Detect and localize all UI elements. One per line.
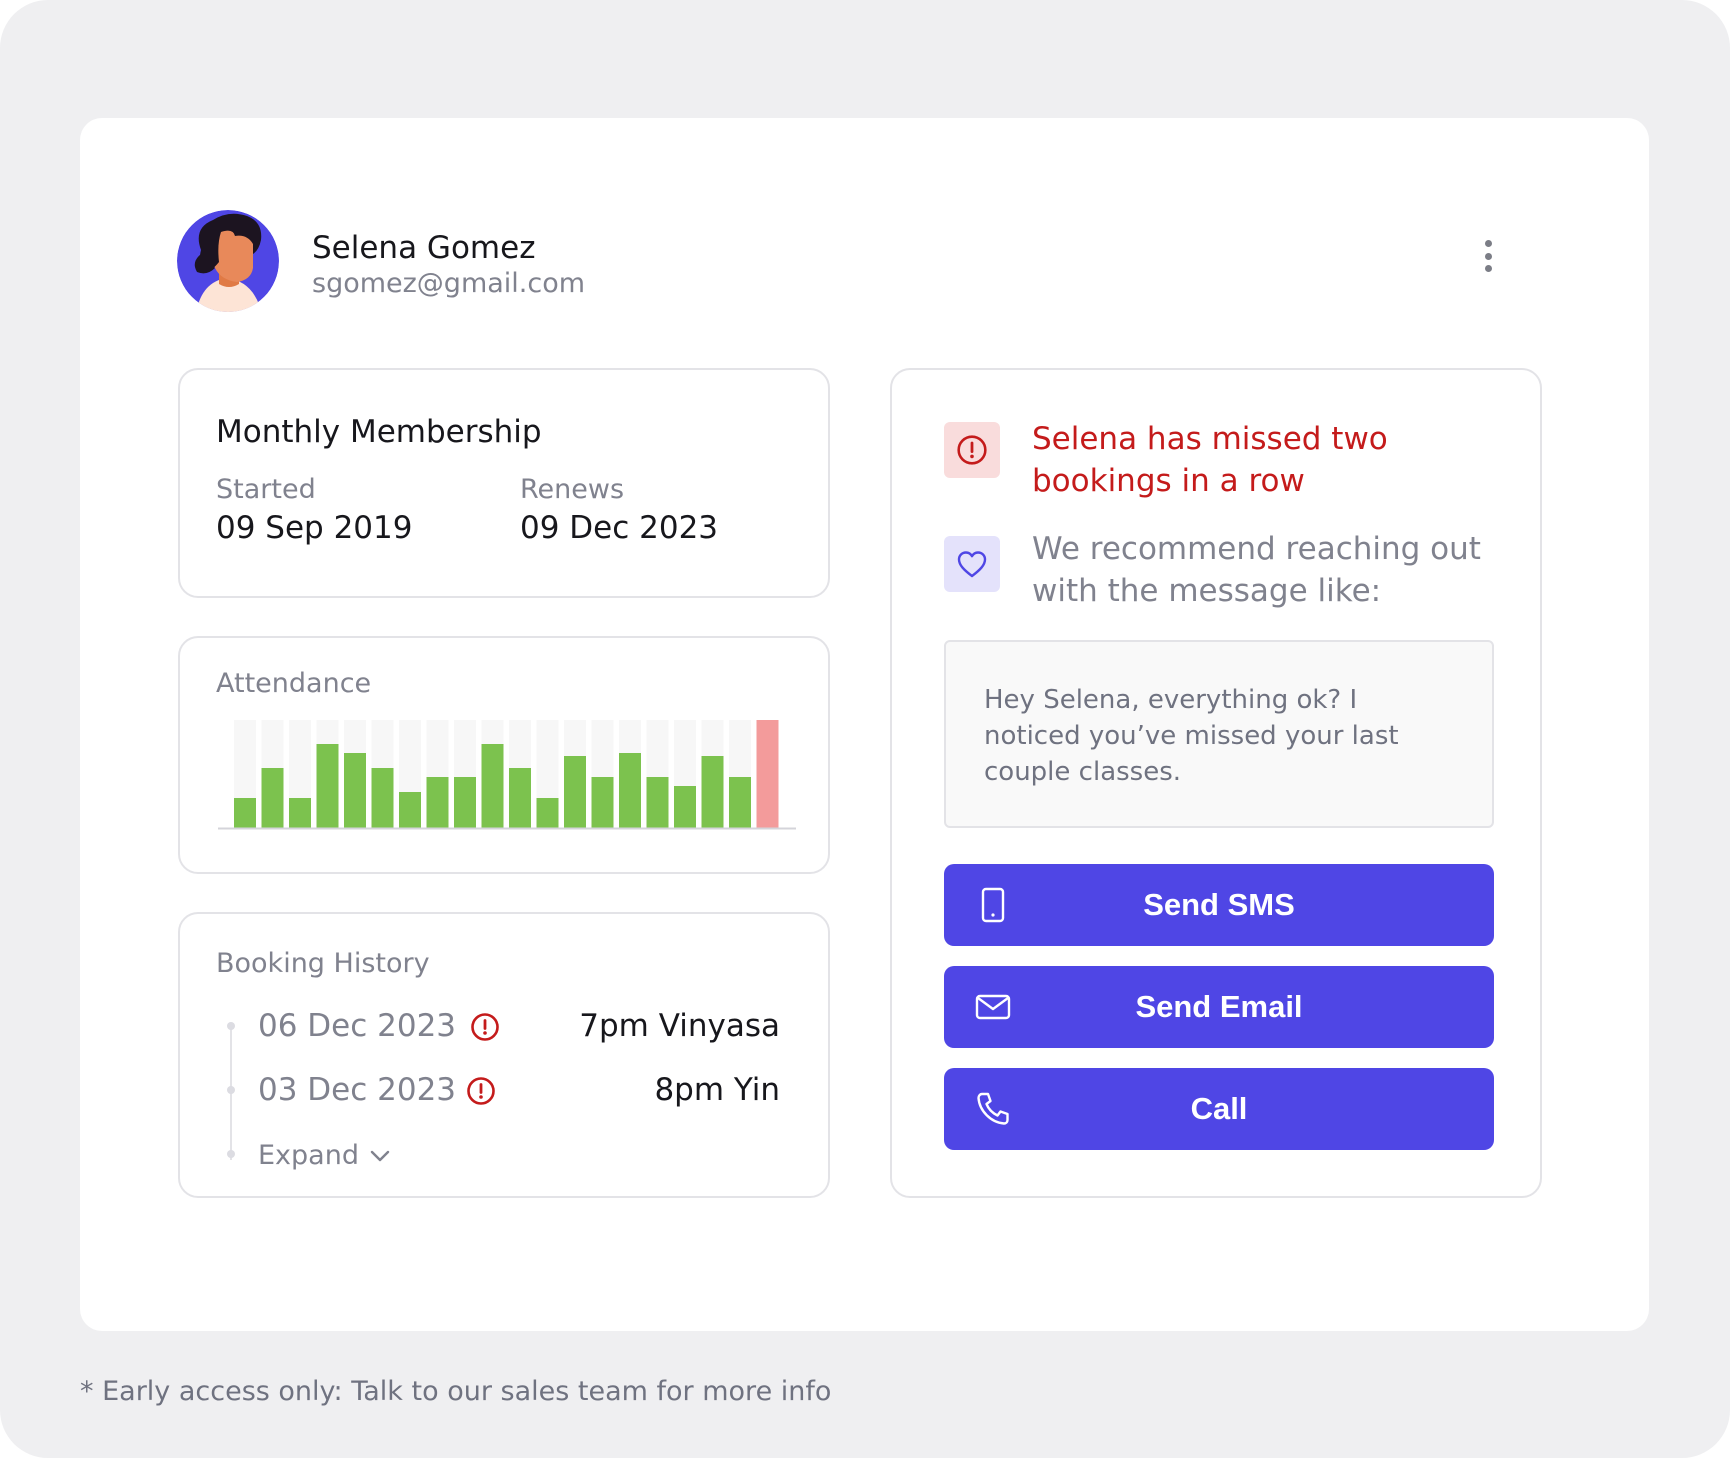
attendance-bar	[591, 777, 614, 828]
send-email-label: Send Email	[1135, 989, 1303, 1024]
attendance-bar	[399, 792, 421, 828]
started-value: 09 Sep 2019	[216, 510, 413, 546]
attendance-bar-missed	[756, 720, 779, 828]
timeline-dot	[227, 1022, 235, 1030]
attendance-panel: Attendance	[178, 636, 830, 874]
expand-label: Expand	[258, 1140, 359, 1171]
attendance-bar	[371, 768, 394, 828]
member-name: Selena Gomez	[312, 230, 536, 266]
booking-history-title: Booking History	[216, 948, 430, 979]
member-email: sgomez@gmail.com	[312, 268, 586, 299]
timeline-dot	[227, 1086, 235, 1094]
attendance-bar	[701, 756, 724, 828]
membership-title: Monthly Membership	[216, 414, 542, 450]
recommend-icon-box	[944, 536, 1000, 592]
outreach-panel: Selena has missed two bookings in a row …	[890, 368, 1542, 1198]
attendance-bar	[289, 798, 311, 828]
more-options-icon[interactable]	[1476, 238, 1500, 274]
call-button[interactable]: Call	[944, 1068, 1494, 1150]
attendance-bar	[261, 768, 284, 828]
envelope-icon	[975, 994, 1011, 1020]
attendance-bar	[564, 756, 586, 828]
phone-device-icon	[981, 887, 1005, 923]
attendance-chart	[218, 720, 796, 830]
early-access-footnote: * Early access only: Talk to our sales t…	[80, 1376, 832, 1407]
attendance-bar	[426, 777, 449, 828]
send-sms-label: Send SMS	[1143, 887, 1295, 922]
alert-icon-box	[944, 422, 1000, 478]
attendance-bar	[509, 768, 531, 828]
chevron-down-icon	[370, 1150, 390, 1161]
missed-warning-icon	[467, 1077, 495, 1105]
attendance-bar	[344, 753, 366, 828]
expand-button[interactable]: Expand	[258, 1140, 391, 1171]
attendance-bar	[536, 798, 559, 828]
booking-class: 7pm Vinyasa	[579, 1008, 780, 1044]
attendance-bar	[481, 744, 504, 828]
renews-value: 09 Dec 2023	[520, 510, 719, 546]
started-label: Started	[216, 474, 316, 505]
heart-icon	[957, 551, 987, 578]
avatar	[177, 210, 279, 312]
missed-bookings-alert: Selena has missed two bookings in a row	[1032, 421, 1388, 499]
attendance-bar	[674, 786, 696, 828]
attendance-title: Attendance	[216, 668, 372, 699]
attendance-bar	[646, 777, 669, 828]
booking-class: 8pm Yin	[654, 1072, 780, 1108]
suggested-message[interactable]: Hey Selena, everything ok? I noticed you…	[944, 640, 1494, 828]
renews-label: Renews	[520, 474, 625, 505]
send-sms-button[interactable]: Send SMS	[944, 864, 1494, 946]
missed-warning-icon	[471, 1013, 499, 1041]
attendance-bar	[454, 777, 476, 828]
attendance-bar	[729, 777, 751, 828]
recommendation-text: We recommend reaching out with the messa…	[1032, 531, 1481, 609]
attendance-bar	[619, 753, 641, 828]
attendance-bar	[234, 798, 256, 828]
exclamation-circle-icon	[957, 435, 987, 465]
timeline-dot	[227, 1150, 235, 1158]
booking-date: 03 Dec 2023	[258, 1072, 457, 1108]
phone-handset-icon	[977, 1092, 1009, 1125]
booking-date: 06 Dec 2023	[258, 1008, 457, 1044]
booking-history-panel: Booking History 06 Dec 2023 7pm Vinyasa …	[178, 912, 830, 1198]
send-email-button[interactable]: Send Email	[944, 966, 1494, 1048]
attendance-bar	[316, 744, 339, 828]
member-card: Selena Gomez sgomez@gmail.com Monthly Me…	[80, 118, 1649, 1331]
membership-panel: Monthly Membership Started 09 Sep 2019 R…	[178, 368, 830, 598]
call-label: Call	[1190, 1091, 1248, 1126]
